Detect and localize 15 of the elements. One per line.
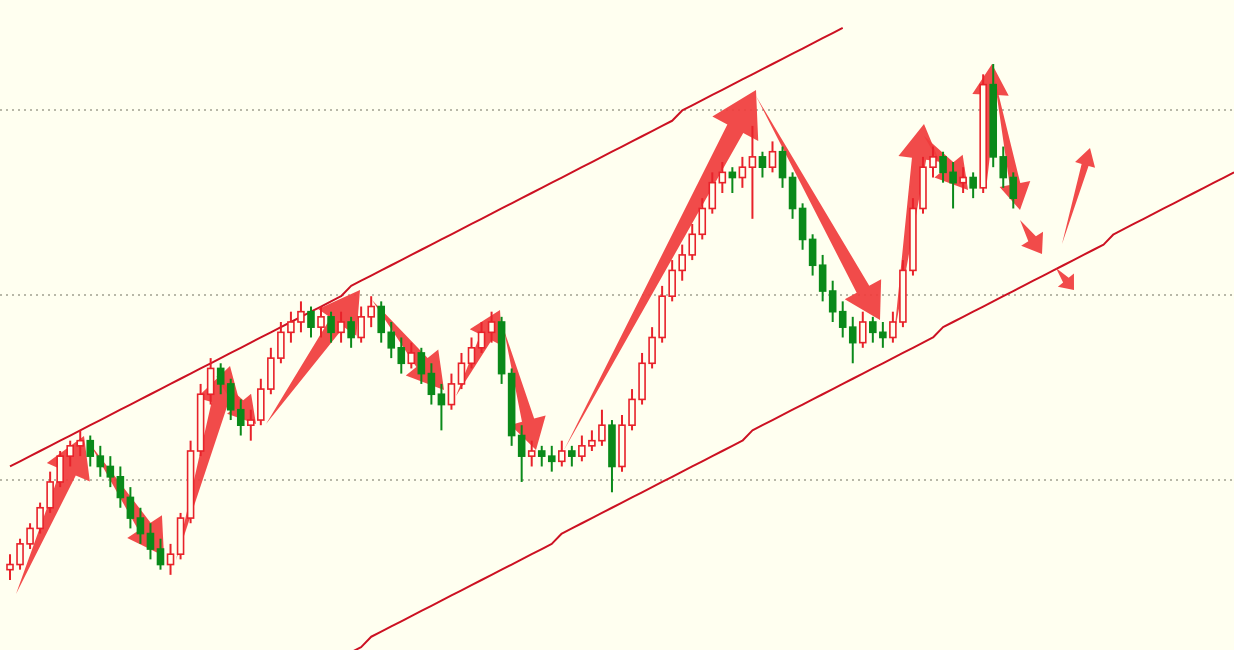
candlestick — [558, 439, 566, 468]
candlestick — [959, 166, 967, 194]
candlestick — [317, 305, 325, 339]
candlestick — [407, 341, 416, 370]
candlestick — [327, 310, 335, 344]
candlestick — [758, 150, 767, 179]
candlestick — [608, 419, 616, 494]
candlestick — [568, 444, 576, 468]
candlestick — [307, 305, 315, 339]
candlestick — [337, 310, 345, 344]
candlestick — [969, 171, 977, 200]
candlestick — [858, 310, 867, 349]
candlestick — [527, 439, 536, 468]
candlestick — [347, 315, 355, 349]
candlestick — [768, 140, 777, 174]
